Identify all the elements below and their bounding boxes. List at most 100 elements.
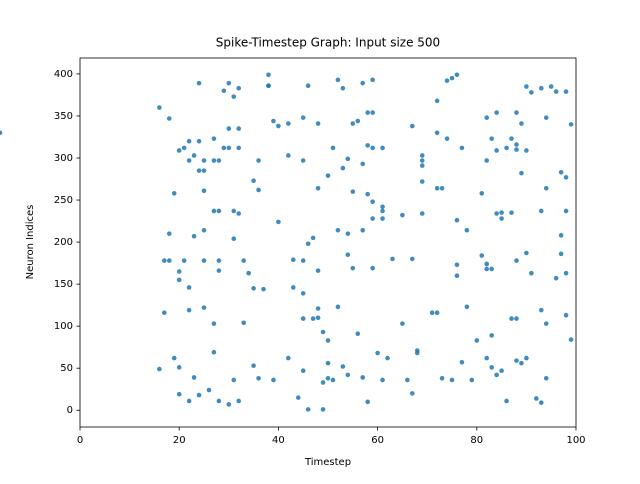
spike-point: [370, 77, 375, 83]
spike-point: [380, 377, 385, 383]
spike-point: [410, 391, 415, 396]
spike-point: [543, 115, 549, 120]
spike-point: [186, 285, 192, 290]
spike-point: [538, 400, 544, 405]
spike-point: [370, 265, 375, 271]
spike-point: [320, 380, 326, 385]
spike-point: [211, 321, 217, 326]
y-tick-label: 300: [54, 153, 73, 164]
spike-point: [315, 306, 321, 311]
spike-point: [484, 266, 490, 272]
spike-point: [162, 258, 167, 263]
spike-point: [360, 375, 366, 380]
spike-point: [563, 208, 569, 214]
spike-point: [261, 286, 266, 292]
spike-point: [469, 377, 475, 383]
spike-point: [211, 158, 217, 163]
spike-point: [290, 257, 296, 263]
spike-point: [186, 138, 192, 144]
spike-point: [300, 115, 306, 120]
spike-point: [534, 396, 539, 401]
spike-point: [211, 349, 217, 355]
y-tick-label: 150: [54, 279, 73, 290]
spike-point: [524, 148, 529, 153]
spike-point: [256, 375, 261, 381]
spike-point: [201, 188, 207, 194]
spike-point: [305, 241, 311, 247]
spike-point: [256, 158, 261, 163]
spike-point: [251, 363, 256, 368]
spike-point: [380, 204, 385, 210]
spike-point: [360, 228, 366, 233]
spike-point: [226, 126, 232, 131]
spike-point: [454, 217, 460, 223]
spike-point: [186, 158, 192, 163]
spike-point: [449, 377, 455, 383]
spike-point: [365, 399, 370, 405]
spike-point: [325, 360, 331, 366]
spike-point: [340, 165, 346, 171]
spike-point: [405, 377, 410, 383]
spike-point: [519, 121, 524, 126]
spike-point: [370, 216, 375, 221]
spike-point: [558, 169, 564, 175]
spike-point: [216, 158, 222, 163]
spike-point: [231, 236, 237, 242]
spike-point: [360, 161, 366, 167]
spike-point: [231, 377, 237, 383]
spike-point: [236, 145, 242, 151]
spike-point: [558, 233, 564, 238]
spike-point: [519, 360, 524, 366]
spike-point: [419, 163, 425, 168]
spike-point: [315, 185, 321, 191]
spike-point: [380, 208, 385, 214]
spike-point: [410, 256, 415, 262]
spike-point: [241, 320, 246, 326]
spike-point: [558, 251, 564, 257]
spike-point: [176, 148, 182, 153]
spike-point: [226, 80, 232, 86]
spike-point: [365, 143, 370, 148]
spike-point: [216, 398, 222, 404]
spike-point: [350, 265, 356, 271]
spike-point: [171, 191, 177, 196]
spike-point: [543, 375, 549, 381]
spike-point: [360, 80, 366, 86]
spike-point: [276, 219, 281, 225]
x-tick-label: 40: [272, 435, 285, 446]
spike-point: [201, 305, 207, 310]
spike-point: [434, 98, 440, 104]
spike-point: [563, 89, 569, 94]
spike-point: [186, 398, 192, 404]
spike-point: [489, 136, 494, 141]
spike-point: [419, 158, 425, 163]
y-tick-label: 250: [54, 195, 73, 206]
spike-point: [524, 84, 529, 89]
spike-point: [489, 333, 494, 338]
spike-point: [449, 75, 455, 81]
y-axis-label: Neuron Indices: [25, 205, 36, 280]
spike-point: [434, 310, 440, 316]
spike-point: [315, 315, 321, 321]
spike-point: [370, 110, 375, 115]
spike-point: [563, 175, 569, 180]
spike-point: [524, 250, 529, 256]
spike-point: [365, 110, 370, 115]
spike-point: [514, 147, 519, 152]
spike-point: [315, 268, 321, 273]
spike-point: [529, 270, 534, 276]
spike-point: [350, 121, 356, 126]
spike-point: [171, 355, 177, 361]
y-tick-label: 400: [54, 69, 73, 80]
spike-point: [519, 170, 524, 176]
spike-point: [286, 153, 291, 158]
spike-point: [514, 358, 519, 363]
spike-point: [484, 355, 490, 361]
x-tick-label: 80: [470, 435, 483, 446]
spike-point: [266, 83, 271, 89]
spike-point: [295, 395, 301, 400]
spike-point: [251, 286, 256, 291]
spike-point: [162, 310, 167, 316]
spike-point: [300, 316, 306, 321]
